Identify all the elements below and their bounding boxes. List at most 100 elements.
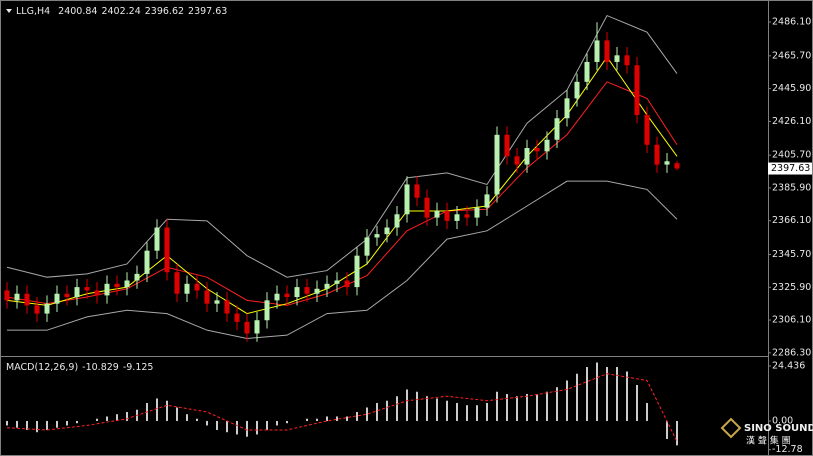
candle-body	[414, 184, 420, 198]
header-close: 2397.63	[188, 6, 227, 17]
y-tick-label: 2405.70	[772, 150, 811, 161]
symbol: LLG,H4	[16, 6, 50, 17]
candle-body	[574, 81, 580, 99]
candle-body	[244, 321, 250, 334]
candle-body	[174, 272, 180, 294]
candle-body	[144, 250, 150, 274]
y-tick-label: 2286.30	[772, 347, 811, 358]
candle-body	[364, 237, 370, 256]
macd-value: -10.829	[82, 362, 119, 373]
candle-body	[74, 287, 80, 298]
y-tick-label: 24.436	[772, 361, 805, 372]
candle-body	[434, 210, 440, 218]
candle-body	[64, 293, 70, 298]
candle-body	[194, 283, 200, 291]
candle-body	[324, 283, 330, 289]
y-tick-label: 2426.10	[772, 116, 811, 127]
candle-body	[354, 255, 360, 288]
candle-body	[314, 288, 320, 294]
candle-body	[674, 163, 680, 169]
y-tick-label: 2465.70	[772, 50, 811, 61]
candle-body	[214, 300, 220, 304]
candle-body	[234, 313, 240, 322]
y-tick-label: 2366.10	[772, 215, 811, 226]
candle-body	[164, 227, 170, 273]
candle-body	[524, 148, 530, 165]
candle-body	[264, 300, 270, 321]
macd-title: MACD(12,26,9)	[6, 362, 78, 373]
candle-body	[274, 293, 280, 301]
menu-arrow[interactable]	[6, 9, 12, 13]
candle-body	[24, 293, 30, 306]
y-tick-label: 2385.90	[772, 182, 811, 193]
candle-body	[44, 303, 50, 314]
candle-body	[284, 293, 290, 298]
candle-body	[654, 144, 660, 165]
candle-body	[204, 290, 210, 304]
candle-body	[624, 55, 630, 66]
candle-body	[104, 283, 110, 296]
candle-body	[254, 320, 260, 334]
candle-body	[424, 197, 430, 218]
header-low: 2396.62	[145, 6, 184, 17]
candle-body	[384, 227, 390, 235]
candle-body	[444, 210, 450, 221]
candle-body	[374, 234, 380, 238]
candle-body	[534, 148, 540, 152]
candle-body	[474, 207, 480, 218]
candle-body	[4, 290, 10, 301]
candle-body	[554, 118, 560, 140]
macd-header: MACD(12,26,9) -10.829 -9.125	[6, 362, 153, 373]
watermark-name: SINO SOUND	[744, 423, 813, 434]
candle-body	[134, 273, 140, 281]
signal-value: -9.125	[123, 362, 154, 373]
candle-body	[604, 40, 610, 62]
candle-body	[514, 156, 520, 165]
watermark: SINO SOUND 漢 聲 集 團	[720, 417, 813, 447]
header-high: 2402.24	[101, 6, 140, 17]
candle-body	[544, 139, 550, 152]
candle-body	[184, 283, 190, 294]
candle-body	[484, 194, 490, 208]
candle-body	[114, 283, 120, 288]
candle-body	[404, 184, 410, 215]
y-tick-label: 2486.10	[772, 17, 811, 28]
candle-body	[334, 280, 340, 284]
indicator-line	[7, 180, 678, 339]
candle-body	[614, 55, 620, 62]
current-price-box	[768, 162, 812, 175]
candle-body	[504, 134, 510, 157]
candle-body	[394, 214, 400, 228]
candle-body	[584, 61, 590, 82]
candle-body	[124, 280, 130, 288]
y-tick-label: 2306.10	[772, 315, 811, 326]
candle-body	[664, 161, 670, 165]
main-header: LLG,H4 2400.84 2402.24 2396.62 2397.63	[16, 6, 227, 17]
current-price-label: 2397.63	[771, 163, 810, 174]
candle-body	[54, 293, 60, 304]
y-tick-label: 2325.90	[772, 282, 811, 293]
candle-body	[454, 214, 460, 221]
candle-body	[464, 214, 470, 218]
candle-body	[154, 227, 160, 251]
indicator-line	[6, 81, 678, 306]
candle-body	[494, 134, 500, 195]
candle-body	[94, 290, 100, 296]
candle-body	[224, 300, 230, 314]
y-tick-label: 2345.70	[772, 249, 811, 260]
watermark-chinese: 漢 聲 集 團	[746, 435, 791, 447]
y-tick-label: 2445.90	[772, 83, 811, 94]
candle-body	[344, 280, 350, 288]
candle-body	[644, 114, 650, 145]
logo	[720, 417, 742, 439]
y-tick-label: 0.00	[772, 415, 793, 426]
header-open: 2400.84	[58, 6, 97, 17]
candle-body	[294, 287, 300, 298]
candle-body	[634, 65, 640, 115]
indicator-line	[6, 14, 678, 278]
candle-body	[564, 98, 570, 119]
candle-body	[34, 305, 40, 314]
candle-body	[84, 287, 90, 291]
